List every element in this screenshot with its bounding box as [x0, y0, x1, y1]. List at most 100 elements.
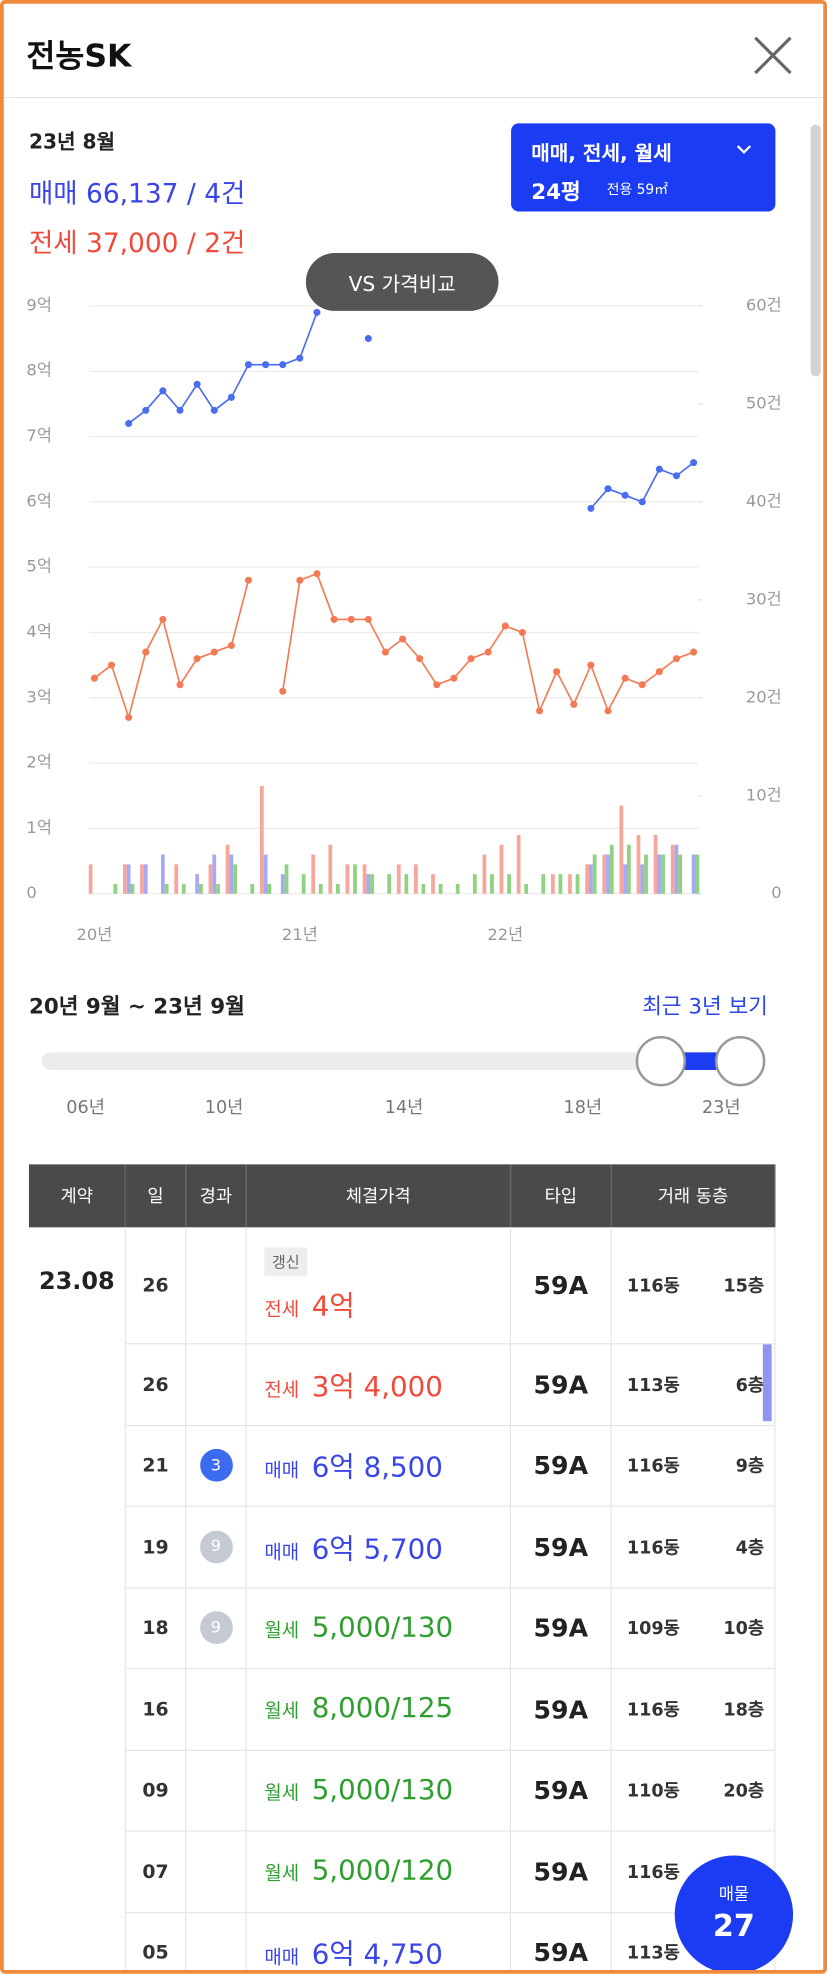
compare-button[interactable]: VS 가격비교 [305, 253, 499, 311]
contract-cell [29, 1669, 126, 1751]
contract-cell [29, 1587, 126, 1670]
count-bar [301, 874, 306, 894]
price-dot [176, 406, 184, 414]
day: 21 [142, 1454, 169, 1477]
price-dot [142, 648, 150, 656]
header-cell: 거래 동층 [611, 1164, 776, 1228]
price-line [128, 312, 318, 425]
price-dot [655, 668, 663, 676]
price-dot [193, 380, 201, 388]
price-dot [313, 570, 321, 578]
price-line: 월세 5,000/120 [264, 1856, 453, 1887]
scrollbar[interactable] [810, 124, 821, 377]
day-cell: 26 [125, 1344, 187, 1426]
price-dot [244, 576, 253, 584]
price-dot [433, 681, 441, 689]
count-bar [661, 854, 666, 894]
price-cell: 월세 5,000/130 [246, 1750, 512, 1832]
deal-kind: 월세 [264, 1618, 300, 1642]
count-bar [585, 864, 589, 894]
count-bar [691, 854, 696, 894]
unit-type: 59A [533, 1450, 589, 1481]
price-dot [108, 661, 116, 669]
slider-track[interactable] [41, 1052, 766, 1070]
fab-count: 27 [712, 1908, 755, 1944]
y-tick-label: 6억 [26, 491, 51, 510]
price-dot [450, 674, 458, 682]
slider-handle[interactable] [635, 1035, 687, 1087]
filter-types: 매매, 전세, 월세 [531, 140, 672, 165]
month: 23년 8월 [28, 129, 116, 154]
count-bar [653, 834, 658, 894]
scroll-indicator [762, 1344, 772, 1421]
type-cell: 59A [511, 1227, 612, 1345]
count-bar [335, 883, 340, 894]
dong: 110동 [626, 1781, 680, 1802]
unit-type: 59A [533, 1694, 589, 1725]
price-line: 전세 4억 [264, 1283, 354, 1323]
count-bar [370, 874, 374, 894]
count-bar [233, 864, 238, 894]
title: 전농SK [26, 37, 132, 75]
count-bar [695, 854, 700, 894]
elapsed-cell: 9 [186, 1587, 247, 1670]
y-tick-label: 3억 [26, 687, 51, 706]
slider-tick-label: 06년 [66, 1097, 105, 1118]
sale-summary: 매매 66,137 / 4건 [28, 178, 246, 209]
y2-tick-label: 50건 [746, 393, 782, 412]
dong-floor-cell: 109동 10층 [611, 1587, 776, 1670]
price-dot [364, 335, 372, 343]
price-dot [244, 361, 253, 369]
deal-price: 6억 8,500 [311, 1452, 443, 1485]
slider-tick-label: 10년 [204, 1097, 244, 1118]
filter-box[interactable]: 매매, 전세, 월세 24평 전용 59㎡ [511, 123, 776, 212]
price-cell: 매매 6억 4,750 [247, 1912, 512, 1971]
count-bar [229, 854, 234, 894]
type-cell: 59A [511, 1506, 612, 1588]
count-bar [126, 864, 131, 894]
count-bar [318, 883, 323, 894]
price-dot [364, 615, 372, 623]
price-dot [227, 393, 235, 401]
price-dot [210, 648, 218, 656]
count-bar [267, 883, 272, 894]
badge: 9 [199, 1611, 233, 1645]
price-dot [347, 615, 355, 623]
slider-handle[interactable] [714, 1035, 766, 1087]
price-dot [227, 642, 235, 650]
price-dot [381, 648, 389, 656]
badge: 9 [199, 1530, 233, 1564]
listing-fab[interactable]: 매물 27 [674, 1855, 794, 1971]
count-bar [490, 874, 494, 894]
deal-kind: 월세 [264, 1699, 300, 1723]
header-cell: 체결가격 [246, 1164, 512, 1228]
count-bar [263, 854, 268, 894]
count-bar [636, 834, 641, 894]
dong-floor-cell: 116동 15층 [611, 1227, 776, 1345]
unit-type: 59A [533, 1612, 589, 1644]
price-dot [672, 655, 681, 663]
count-bar [216, 883, 220, 894]
y-tick-label: 0 [26, 883, 36, 902]
day-cell: 09 [125, 1750, 187, 1832]
deal-price: 8,000/125 [311, 1693, 454, 1725]
y-tick-label: 9억 [26, 295, 51, 314]
dong-floor-cell: 116동 4층 [611, 1506, 776, 1588]
recent-button[interactable]: 최근 3년 보기 [642, 994, 768, 1020]
type-cell: 59A [511, 1669, 612, 1751]
deal-kind: 매매 [264, 1459, 300, 1482]
deal-price: 3억 4,000 [311, 1371, 443, 1404]
count-bar [212, 854, 217, 894]
y2-tick-label: 0 [771, 883, 781, 902]
header-cell: 타입 [511, 1164, 612, 1228]
price-dot [90, 674, 98, 682]
price-dot [655, 465, 663, 473]
day: 26 [142, 1373, 169, 1396]
x-tick-label: 20년 [76, 925, 112, 944]
close-button[interactable] [752, 34, 795, 77]
price-line [93, 580, 250, 721]
count-bar [524, 883, 529, 894]
price-dot [587, 504, 595, 512]
day-cell: 18 [125, 1587, 187, 1670]
elapsed-cell [186, 1669, 247, 1751]
